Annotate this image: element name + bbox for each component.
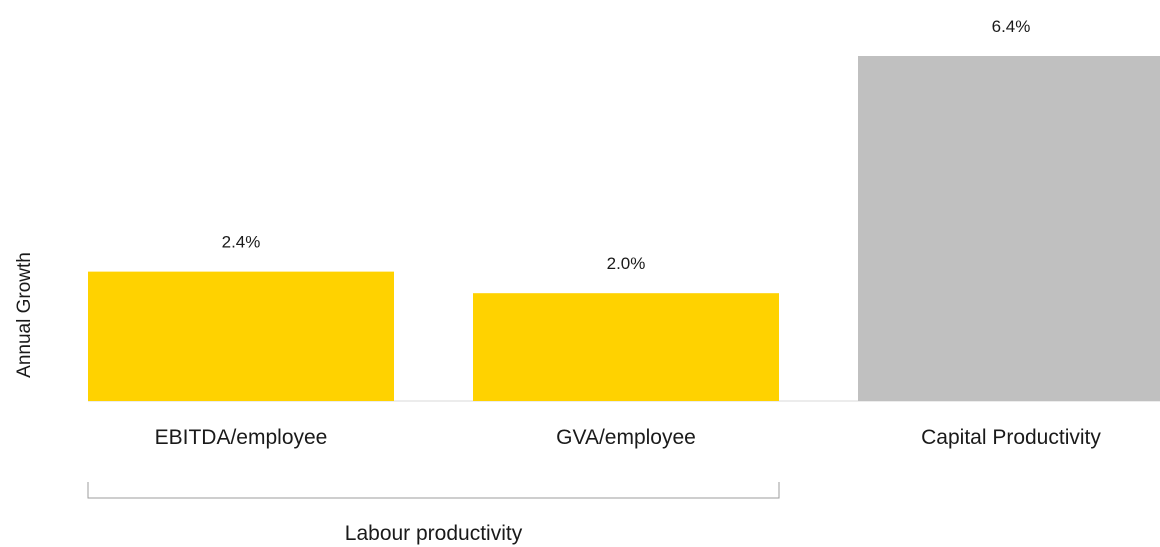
y-axis-label: Annual Growth	[14, 252, 35, 378]
category-labels: EBITDA/employee GVA/employee Capital Produ…	[155, 426, 1102, 449]
value-label-gva-employee: 2.0%	[607, 254, 646, 273]
plot-area: 2.4% 2.0% 6.4% EBITDA/employee GVA/employee…	[87, 17, 1160, 545]
group-bracket-labour-productivity	[87, 482, 780, 499]
category-label-gva-employee: GVA/employee	[556, 426, 696, 449]
bar-capital-productivity	[858, 56, 1160, 401]
value-label-ebitda-employee: 2.4%	[222, 233, 261, 252]
bars	[88, 56, 1160, 401]
bar-gva-employee	[473, 293, 779, 401]
category-label-ebitda-employee: EBITDA/employee	[155, 426, 328, 449]
group-label-labour-productivity: Labour productivity	[345, 522, 523, 545]
bar-ebitda-employee	[88, 271, 394, 401]
category-groups: Labour productivity	[87, 482, 780, 545]
category-label-capital-productivity: Capital Productivity	[921, 426, 1101, 449]
value-label-capital-productivity: 6.4%	[992, 17, 1031, 36]
value-labels: 2.4% 2.0% 6.4%	[222, 17, 1031, 273]
